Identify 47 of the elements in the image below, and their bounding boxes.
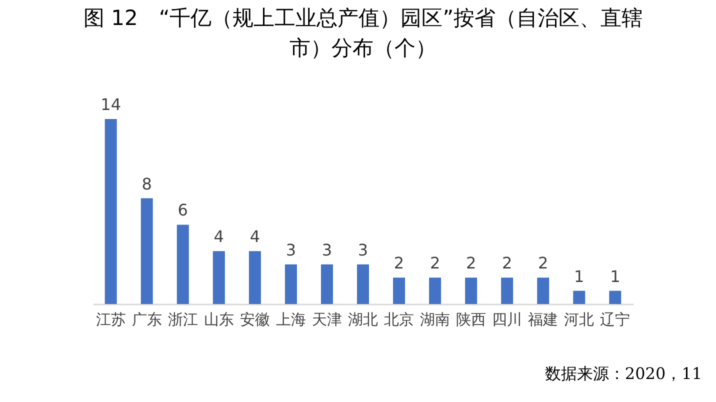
data-label: 2 [430, 254, 440, 273]
x-tick-label: 福建 [528, 310, 558, 328]
bar [284, 264, 297, 304]
x-tick-label: 广东 [132, 310, 162, 328]
x-tick-label: 河北 [564, 310, 594, 328]
chart-title: 图 12 “千亿（规上工业总产值）园区”按省（自治区、直辖市）分布（个） [83, 6, 643, 60]
bar [140, 198, 153, 304]
x-tick-label: 江苏 [96, 310, 126, 328]
data-label: 2 [538, 254, 548, 273]
data-label: 3 [358, 240, 368, 260]
bar [573, 290, 586, 304]
bar [104, 119, 117, 304]
data-label: 4 [214, 227, 224, 246]
data-label: 2 [466, 254, 476, 273]
bar [248, 251, 261, 304]
bar [429, 278, 442, 304]
data-label: 2 [502, 254, 512, 273]
data-label: 8 [142, 174, 152, 194]
x-tick-label: 陕西 [456, 310, 486, 328]
bar [357, 264, 369, 304]
data-label: 6 [178, 200, 188, 220]
x-tick-label: 四川 [492, 310, 522, 328]
data-label: 1 [610, 266, 620, 286]
bar [212, 251, 225, 304]
bar [176, 224, 189, 304]
bar [320, 264, 333, 304]
bar [465, 278, 478, 304]
x-tick-label: 山东 [204, 310, 234, 328]
x-tick-label: 安徽 [240, 310, 270, 328]
bar [537, 278, 550, 304]
x-tick-label: 上海 [276, 310, 306, 328]
data-label: 14 [100, 95, 122, 114]
x-tick-label: 辽宁 [600, 310, 630, 328]
bar [609, 290, 622, 304]
x-tick-label: 湖南 [420, 310, 450, 328]
x-tick-label: 浙江 [168, 310, 198, 328]
x-tick-label: 湖北 [348, 310, 378, 328]
source-note: 数据来源：2020，11 [544, 364, 702, 383]
x-tick-label: 天津 [312, 310, 342, 328]
data-label: 2 [394, 254, 404, 273]
bar [501, 278, 514, 304]
data-label: 1 [574, 266, 584, 286]
bar [393, 278, 406, 304]
data-label: 3 [322, 240, 332, 260]
data-label: 3 [286, 240, 296, 260]
data-label: 4 [250, 227, 260, 246]
x-tick-label: 北京 [384, 310, 414, 328]
